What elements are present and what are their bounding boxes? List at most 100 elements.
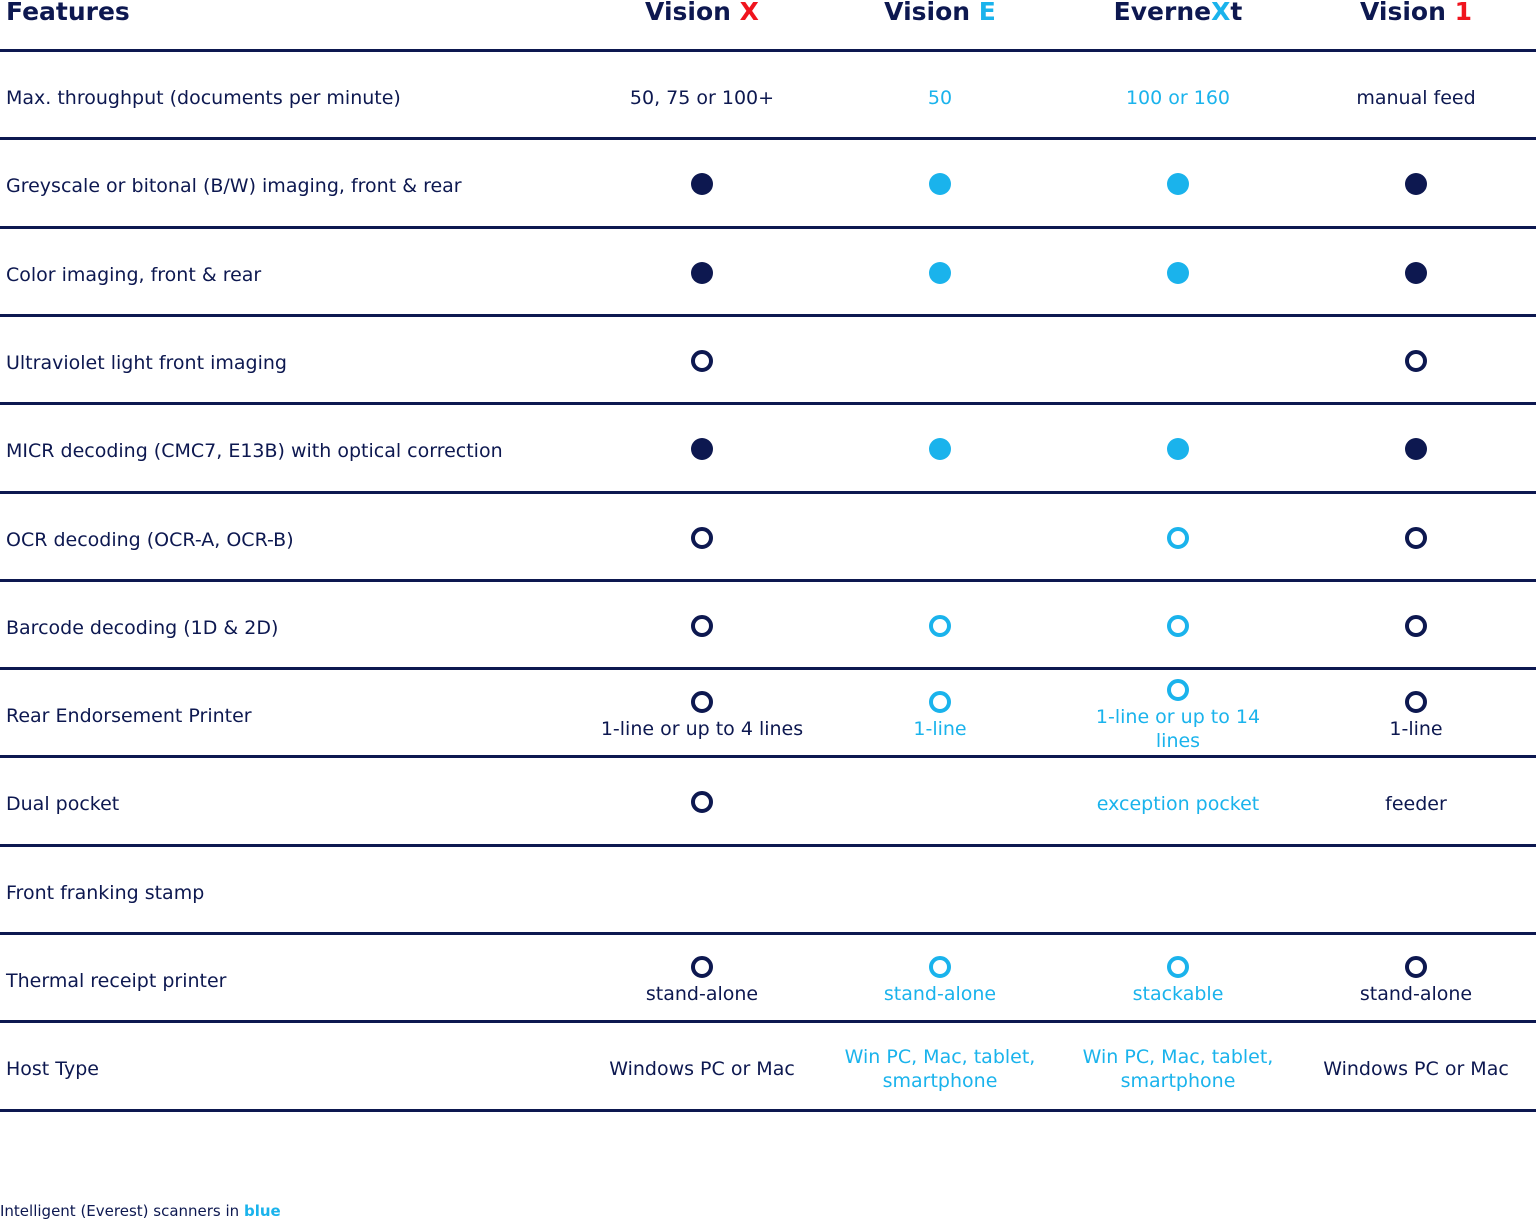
cell — [1059, 407, 1297, 495]
cell — [821, 584, 1059, 672]
feature-label: Barcode decoding (1D & 2D) — [6, 616, 279, 639]
cell — [583, 584, 821, 672]
row-divider — [0, 843, 1536, 847]
cell: 100 or 160 — [1059, 54, 1297, 142]
feature-icon — [691, 349, 713, 372]
feature-icon — [691, 526, 713, 549]
cell: manual feed — [1297, 54, 1535, 142]
cell-text: Win PC, Mac, tablet, smartphone — [1082, 1046, 1274, 1093]
column-header: Vision 1 — [1297, 0, 1535, 28]
feature-icon — [1167, 679, 1189, 702]
cell-text: exception pocket — [1096, 793, 1260, 816]
feature-icon — [1167, 614, 1189, 637]
cell — [583, 407, 821, 495]
cell — [583, 142, 821, 230]
feature-label: MICR decoding (CMC7, E13B) with optical … — [6, 440, 503, 463]
cell: 50 — [821, 54, 1059, 142]
row-divider — [0, 137, 1536, 141]
cell: exception pocket — [1059, 760, 1297, 848]
feature-label: Max. throughput (documents per minute) — [6, 87, 401, 109]
feature-label: Ultraviolet light front imaging — [6, 351, 287, 374]
footer-highlight: blue — [243, 1202, 281, 1220]
cell — [1297, 584, 1535, 672]
feature-icon — [691, 173, 713, 196]
feature-label: Color imaging, front & rear — [6, 263, 262, 286]
feature-icon — [691, 614, 713, 637]
cell-text: stackable — [1132, 983, 1224, 1005]
cell: 1-line — [821, 672, 1059, 760]
cell-text: feeder — [1385, 793, 1447, 816]
cell — [821, 231, 1059, 319]
feature-icon — [691, 956, 713, 978]
feature-icon — [1405, 173, 1427, 196]
cell — [583, 496, 821, 584]
cell-text: 50 — [927, 87, 953, 109]
header-part: 1 — [1454, 0, 1472, 26]
header-part: Vision — [645, 0, 740, 26]
row-divider — [0, 1020, 1536, 1024]
cell: 1-line or up to 14 lines — [1059, 672, 1297, 760]
feature-label: Greyscale or bitonal (B/W) imaging, fron… — [6, 175, 462, 198]
header-part: Vision — [1359, 0, 1455, 26]
feature-icon — [1405, 526, 1427, 549]
column-header: Vision X — [583, 0, 821, 28]
feature-icon — [929, 261, 951, 284]
row-divider — [0, 932, 1536, 935]
header-part: Everne — [1113, 0, 1212, 26]
feature-icon — [929, 691, 951, 714]
cell-text: stand-alone — [1359, 983, 1473, 1005]
row-divider — [0, 402, 1536, 406]
feature-label: OCR decoding (OCR-A, OCR-B) — [6, 528, 294, 551]
cell — [1059, 142, 1297, 230]
cell — [1059, 496, 1297, 584]
footer: Intelligent (Everest) scanners in blue — [0, 1202, 281, 1220]
header-part: E — [978, 0, 996, 26]
cell — [1297, 496, 1535, 584]
feature-icon — [1405, 956, 1427, 978]
footer-text: Intelligent (Everest) scanners in — [0, 1202, 244, 1220]
cell — [821, 407, 1059, 495]
row-divider — [0, 578, 1536, 582]
feature-icon — [929, 438, 951, 461]
feature-icon — [929, 614, 951, 637]
row-divider — [0, 490, 1536, 494]
feature-icon — [1167, 173, 1189, 196]
column-header: Vision E — [821, 0, 1059, 28]
feature-icon — [691, 438, 713, 461]
feature-icon — [1405, 349, 1427, 372]
header-part: X — [739, 0, 759, 26]
cell — [1297, 231, 1535, 319]
cell-text: 100 or 160 — [1125, 87, 1231, 109]
row-divider — [0, 49, 1536, 52]
feature-label: Thermal receipt printer — [6, 970, 227, 992]
cell: 50, 75 or 100+ — [583, 54, 821, 142]
feature-icon — [1405, 261, 1427, 284]
feature-icon — [691, 791, 713, 814]
feature-icon — [1167, 438, 1189, 461]
cell — [583, 760, 821, 848]
cell-text: 1-line or up to 4 lines — [600, 718, 804, 741]
feature-icon — [1167, 526, 1189, 549]
cell-text: 1-line — [1389, 718, 1443, 741]
cell: stackable — [1059, 937, 1297, 1025]
cell-text: stand-alone — [645, 983, 759, 1005]
cell: Windows PC or Mac — [1297, 1025, 1535, 1113]
cell: stand-alone — [1297, 937, 1535, 1025]
feature-icon — [929, 956, 951, 978]
feature-icon — [1405, 614, 1427, 637]
cell — [821, 142, 1059, 230]
cell-text: manual feed — [1356, 87, 1476, 109]
cell — [1297, 319, 1535, 407]
feature-label: Rear Endorsement Printer — [6, 705, 252, 728]
cell: 1-line or up to 4 lines — [583, 672, 821, 760]
feature-icon — [1405, 691, 1427, 714]
cell-text: Win PC, Mac, tablet, smartphone — [844, 1046, 1036, 1093]
cell: Win PC, Mac, tablet, smartphone — [821, 1025, 1059, 1113]
row-divider — [0, 313, 1536, 317]
header-title: Features — [6, 0, 130, 26]
feature-label: Dual pocket — [6, 793, 120, 816]
cell: feeder — [1297, 760, 1535, 848]
row-divider — [0, 667, 1536, 671]
feature-icon — [1167, 956, 1189, 978]
